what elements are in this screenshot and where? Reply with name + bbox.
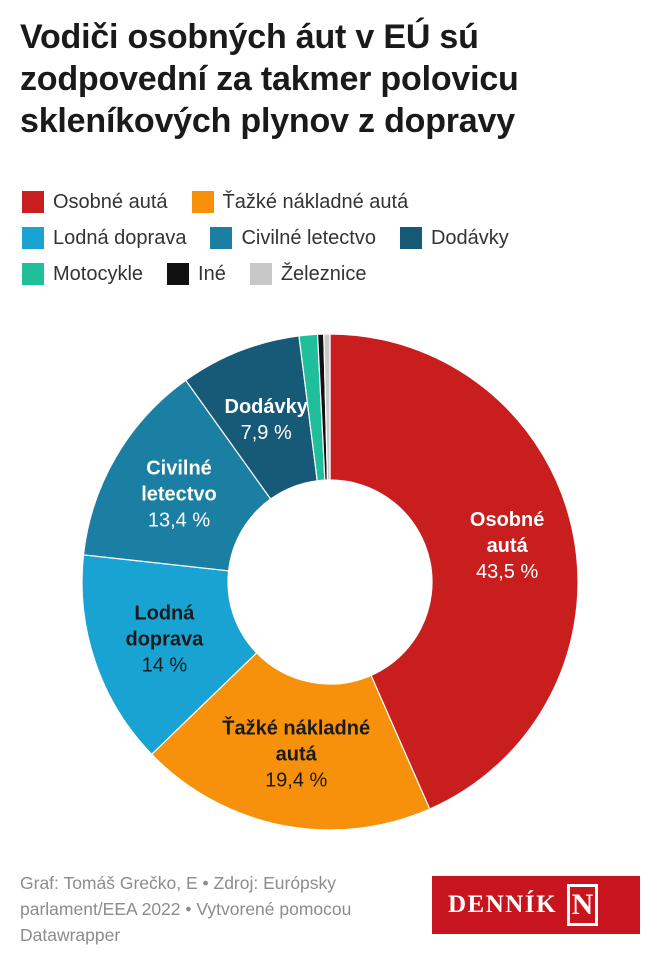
legend-item: Civilné letectvo — [210, 227, 376, 250]
slice-name-label: Dodávky — [225, 396, 309, 418]
legend-label: Lodná doprava — [53, 226, 187, 249]
slice-name-label: autá — [487, 535, 529, 557]
legend-swatch — [191, 191, 214, 213]
legend-swatch — [22, 191, 44, 213]
legend-swatch — [249, 263, 272, 285]
legend-label: Dodávky — [430, 226, 509, 249]
legend-label: Železnice — [280, 262, 367, 285]
logo-n-letter: N — [571, 888, 594, 921]
chart-title: Vodiči osobných áut v EÚ sú zodpovední z… — [20, 18, 519, 140]
slice-železnice[interactable] — [323, 333, 331, 481]
logo-n-box: N — [567, 884, 599, 926]
slice-value-label: 19,4 % — [265, 770, 327, 792]
slice-ťažké-nákladné-autá[interactable] — [150, 652, 431, 831]
legend: Osobné autá Ťažké nákladné autá Lodná dopr… — [22, 184, 642, 292]
slice-name-label: autá — [276, 744, 318, 766]
legend-item: Osobné autá — [22, 191, 168, 214]
slice-name-label: Lodná — [134, 603, 195, 625]
slice-value-label: 7,9 % — [241, 422, 292, 444]
legend-item: Železnice — [249, 262, 367, 286]
slice-civilné-letectvo[interactable] — [82, 379, 272, 572]
legend-swatch — [22, 227, 44, 249]
slice-osobné-autá[interactable] — [329, 333, 579, 810]
slice-label: Osobné autá 43,5 % — [470, 509, 544, 583]
legend-item: Dodávky — [399, 226, 509, 250]
legend-label: Civilné letectvo — [241, 226, 376, 249]
legend-label: Osobné autá — [53, 190, 168, 213]
legend-row: Osobné autá Ťažké nákladné autá — [22, 184, 642, 220]
slice-name-label: letectvo — [141, 484, 217, 506]
legend-label: Ťažké nákladné autá — [222, 190, 409, 213]
slice-value-label: 13,4 % — [148, 510, 210, 532]
legend-item: Ťažké nákladné autá — [191, 190, 409, 214]
legend-label: Motocykle — [53, 262, 144, 285]
legend-item: Motocykle — [22, 263, 143, 286]
slice-label: Civilné letectvo 13,4 % — [141, 458, 217, 532]
legend-swatch — [22, 263, 44, 285]
legend-row: Motocykle Iné Železnice — [22, 256, 642, 292]
slice-label: Lodná doprava 14 % — [125, 603, 204, 677]
slice-name-label: doprava — [125, 629, 204, 651]
legend-swatch — [210, 227, 233, 249]
dennik-n-logo[interactable]: DENNÍK N — [432, 876, 640, 934]
slice-lodná-doprava[interactable] — [81, 554, 258, 756]
legend-row: Lodná doprava Civilné letectvo Dodávky — [22, 220, 642, 256]
slice-value-label: 14 % — [142, 655, 188, 677]
legend-label: Iné — [198, 262, 226, 285]
slice-value-label: 43,5 % — [476, 561, 538, 583]
legend-item: Lodná doprava — [22, 227, 186, 250]
legend-item: Iné — [167, 263, 226, 286]
footer-credits: Graf: Tomáš Grečko, E • Zdroj: Európsky … — [20, 873, 352, 945]
slice-name-label: Osobné — [470, 509, 544, 531]
slice-name-label: Ťažké nákladné — [222, 716, 370, 740]
slice-name-label: Civilné — [146, 458, 212, 480]
slice-label: Dodávky 7,9 % — [225, 396, 309, 444]
logo-text: DENNÍK — [448, 891, 558, 918]
legend-swatch — [167, 263, 190, 285]
donut-chart: Osobné autá 43,5 % Ťažké nákladné autá 19,4 %… — [81, 333, 579, 831]
slice-label: Ťažké nákladné autá 19,4 % — [222, 716, 370, 792]
legend-swatch — [399, 227, 422, 249]
